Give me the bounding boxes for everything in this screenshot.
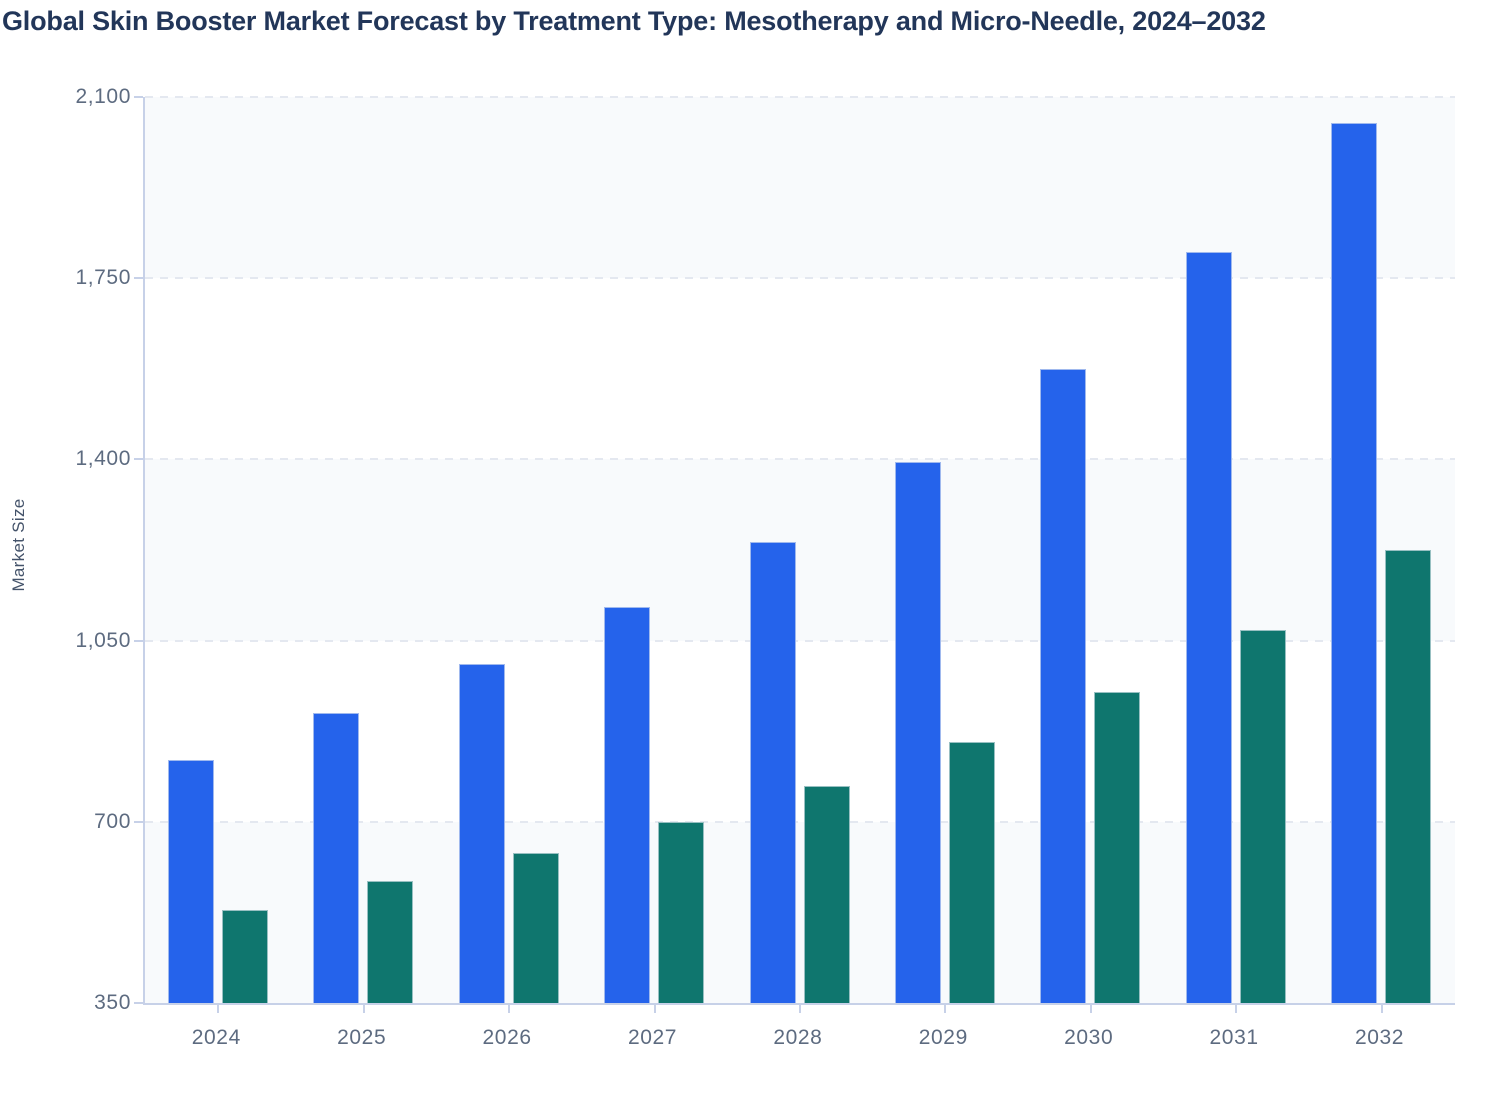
plot-band — [145, 821, 1455, 1003]
bar-mesotherapy-2031[interactable] — [1185, 252, 1232, 1003]
y-tick-label: 1,750 — [75, 266, 131, 290]
gridline — [145, 96, 1455, 98]
bar-mesotherapy-2029[interactable] — [895, 462, 941, 1003]
x-tick-label: 2031 — [1209, 1026, 1259, 1049]
x-tick-label: 2028 — [773, 1026, 823, 1049]
plot-area — [134, 96, 1455, 1013]
chart-title: Global Skin Booster Market Forecast by T… — [2, 6, 1266, 36]
gridline — [145, 458, 1455, 461]
x-axis-tick — [362, 1005, 365, 1013]
bar-micro-needle-2032[interactable] — [1385, 550, 1432, 1003]
bar-mesotherapy-2026[interactable] — [458, 663, 505, 1003]
bar-micro-needle-2030[interactable] — [1094, 692, 1141, 1003]
gridline — [145, 820, 1455, 823]
x-axis-tick — [944, 1005, 947, 1013]
bar-mesotherapy-2032[interactable] — [1331, 122, 1378, 1003]
x-axis-tick — [798, 1005, 801, 1013]
x-tick-label: 2026 — [482, 1026, 532, 1049]
y-axis-tick — [134, 1002, 143, 1004]
bar-micro-needle-2027[interactable] — [658, 821, 705, 1003]
x-tick-label: 2024 — [191, 1026, 241, 1049]
y-axis-tick — [134, 820, 143, 823]
x-tick-label: 2032 — [1354, 1026, 1405, 1049]
bar-micro-needle-2028[interactable] — [803, 785, 850, 1003]
bar-micro-needle-2029[interactable] — [949, 741, 995, 1003]
y-tick-label: 1,400 — [75, 447, 131, 471]
x-tick-label: 2029 — [918, 1026, 968, 1049]
gridline — [145, 639, 1455, 642]
bar-mesotherapy-2027[interactable] — [604, 606, 651, 1003]
y-axis-tick — [134, 96, 143, 98]
bar-micro-needle-2031[interactable] — [1239, 630, 1286, 1003]
gridline — [145, 277, 1455, 280]
y-axis-tick — [134, 277, 143, 280]
x-tick-label: 2030 — [1064, 1026, 1114, 1049]
y-tick-label: 350 — [94, 991, 131, 1014]
bar-micro-needle-2026[interactable] — [512, 852, 559, 1003]
y-axis-title: Market Size — [9, 498, 28, 592]
bar-mesotherapy-2025[interactable] — [313, 713, 360, 1003]
bar-mesotherapy-2024[interactable] — [168, 759, 214, 1003]
y-tick-label: 2,100 — [75, 85, 131, 108]
y-tick-label: 1,050 — [75, 628, 131, 652]
x-axis-tick — [1235, 1005, 1238, 1013]
x-axis-tick — [653, 1005, 656, 1013]
y-axis-tick — [134, 639, 143, 642]
x-tick-label: 2025 — [337, 1026, 387, 1049]
bar-micro-needle-2025[interactable] — [367, 881, 414, 1003]
x-axis-tick — [1380, 1005, 1383, 1013]
bar-micro-needle-2024[interactable] — [222, 909, 268, 1003]
x-axis-tick — [1089, 1005, 1092, 1013]
bar-mesotherapy-2030[interactable] — [1040, 368, 1087, 1003]
y-axis-tick — [134, 458, 143, 461]
x-tick-label: 2027 — [627, 1026, 678, 1049]
x-axis-tick — [508, 1005, 511, 1013]
plot-band — [145, 97, 1455, 279]
bar-mesotherapy-2028[interactable] — [749, 542, 796, 1003]
y-tick-label: 700 — [94, 809, 131, 833]
x-axis-tick — [217, 1005, 220, 1013]
plot-band — [145, 459, 1455, 641]
